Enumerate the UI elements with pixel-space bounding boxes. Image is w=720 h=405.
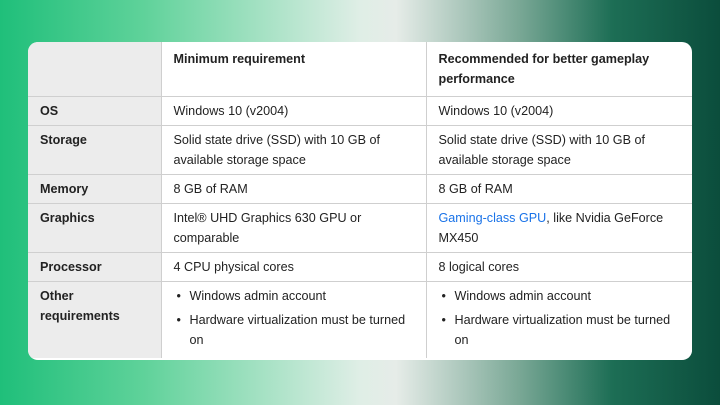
minimum-cell: Windows 10 (v2004) xyxy=(160,96,426,126)
recommended-list: Windows admin account Hardware virtualiz… xyxy=(439,286,683,350)
list-item: Hardware virtualization must be turned o… xyxy=(439,310,683,350)
table-row-other: Other requirements Windows admin account… xyxy=(28,281,692,358)
minimum-list: Windows admin account Hardware virtualiz… xyxy=(174,286,416,350)
table-row-storage: Storage Solid state drive (SSD) with 10 … xyxy=(28,125,692,175)
table-row-memory: Memory 8 GB of RAM 8 GB of RAM xyxy=(28,174,692,204)
row-label: Graphics xyxy=(28,203,161,253)
list-item: Windows admin account xyxy=(439,286,683,306)
header-row: Minimum requirement Recommended for bett… xyxy=(28,42,692,97)
row-label: OS xyxy=(28,96,161,126)
row-label: Storage xyxy=(28,125,161,175)
header-minimum: Minimum requirement xyxy=(160,42,426,97)
list-item: Windows admin account xyxy=(174,286,416,306)
recommended-text: , like Nvidia GeForce MX450 xyxy=(438,211,664,245)
minimum-cell: Intel® UHD Graphics 630 GPU or comparabl… xyxy=(160,203,426,253)
minimum-cell: 8 GB of RAM xyxy=(160,174,426,204)
table-row-graphics: Graphics Intel® UHD Graphics 630 GPU or … xyxy=(28,203,692,253)
gaming-gpu-link[interactable]: Gaming-class GPU xyxy=(438,211,547,225)
header-corner xyxy=(28,42,161,97)
recommended-cell: Windows admin account Hardware virtualiz… xyxy=(425,281,692,358)
row-label: Processor xyxy=(28,252,161,282)
list-item: Hardware virtualization must be turned o… xyxy=(174,310,416,350)
table-row-processor: Processor 4 CPU physical cores 8 logical… xyxy=(28,252,692,282)
recommended-cell: 8 GB of RAM xyxy=(425,174,692,204)
table-row-os: OS Windows 10 (v2004) Windows 10 (v2004) xyxy=(28,96,692,126)
minimum-cell: 4 CPU physical cores xyxy=(160,252,426,282)
requirements-card: Minimum requirement Recommended for bett… xyxy=(28,42,692,360)
recommended-cell: Solid state drive (SSD) with 10 GB of av… xyxy=(425,125,692,175)
recommended-cell: 8 logical cores xyxy=(425,252,692,282)
recommended-cell: Gaming-class GPU, like Nvidia GeForce MX… xyxy=(425,203,692,253)
recommended-cell: Windows 10 (v2004) xyxy=(425,96,692,126)
minimum-cell: Windows admin account Hardware virtualiz… xyxy=(160,281,426,358)
header-recommended: Recommended for better gameplay performa… xyxy=(425,42,692,97)
row-label: Other requirements xyxy=(28,281,161,358)
requirements-table: Minimum requirement Recommended for bett… xyxy=(28,42,692,358)
row-label: Memory xyxy=(28,174,161,204)
minimum-cell: Solid state drive (SSD) with 10 GB of av… xyxy=(160,125,426,175)
